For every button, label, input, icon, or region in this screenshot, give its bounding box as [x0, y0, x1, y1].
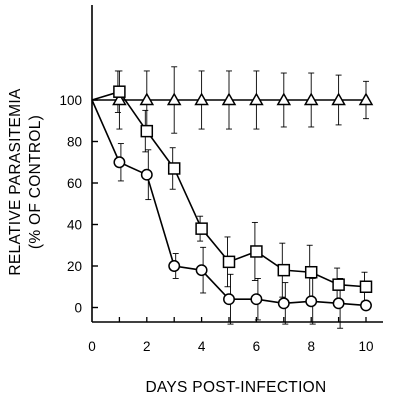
circle-marker	[168, 260, 181, 272]
triangle-marker	[166, 92, 182, 106]
circle-marker	[140, 168, 153, 181]
y-tick-label: 40	[67, 218, 82, 233]
circle-marker	[195, 264, 208, 277]
y-tick-label: 80	[67, 135, 82, 150]
triangle-marker	[331, 92, 346, 106]
circle-marker	[360, 299, 372, 312]
triangle-marker	[221, 92, 237, 106]
square-marker	[304, 265, 318, 279]
square-marker	[140, 124, 154, 138]
circle-marker	[277, 297, 290, 310]
y-tick-label: 100	[59, 93, 82, 108]
circle-marker	[113, 156, 126, 169]
y-tick-label: 20	[67, 259, 82, 274]
square-marker	[167, 162, 181, 175]
plot-area: 0 20 40 60 80 100 0 2 4 6 8 10	[59, 5, 383, 354]
square-marker	[195, 222, 208, 235]
x-tick-label: 6	[253, 339, 261, 354]
y-axis-title: RELATIVE PARASITEMIA (% OF CONTROL)	[7, 88, 44, 276]
square-marker	[113, 85, 126, 98]
square-marker	[250, 245, 263, 258]
triangle-marker	[249, 92, 264, 106]
y-axis-title-line-1: RELATIVE PARASITEMIA	[7, 88, 24, 276]
x-tick-label: 0	[88, 339, 96, 354]
x-tick-label: 8	[307, 339, 315, 354]
triangle-marker	[112, 92, 127, 106]
x-tick-label: 4	[198, 339, 206, 354]
square-marker	[222, 255, 236, 269]
square-marker	[332, 278, 345, 291]
y-tick-label: 60	[67, 176, 82, 191]
circle-marker	[305, 295, 318, 308]
square-marker	[277, 263, 291, 277]
triangle-marker	[303, 92, 319, 106]
y-tick-label: 0	[74, 301, 82, 316]
triangle-marker	[358, 92, 374, 106]
circle-marker	[223, 293, 235, 306]
x-axis-title: DAYS POST-INFECTION	[145, 379, 326, 396]
triangle-marker	[276, 92, 292, 106]
triangle-marker	[139, 92, 155, 106]
circle-marker	[250, 293, 263, 306]
y-axis-title-line-2: (% OF CONTROL)	[27, 115, 44, 249]
x-tick-label: 10	[358, 339, 373, 354]
circle-marker	[332, 297, 345, 310]
triangle-marker	[194, 92, 209, 106]
square-marker	[359, 280, 373, 293]
x-tick-label: 2	[143, 339, 151, 354]
